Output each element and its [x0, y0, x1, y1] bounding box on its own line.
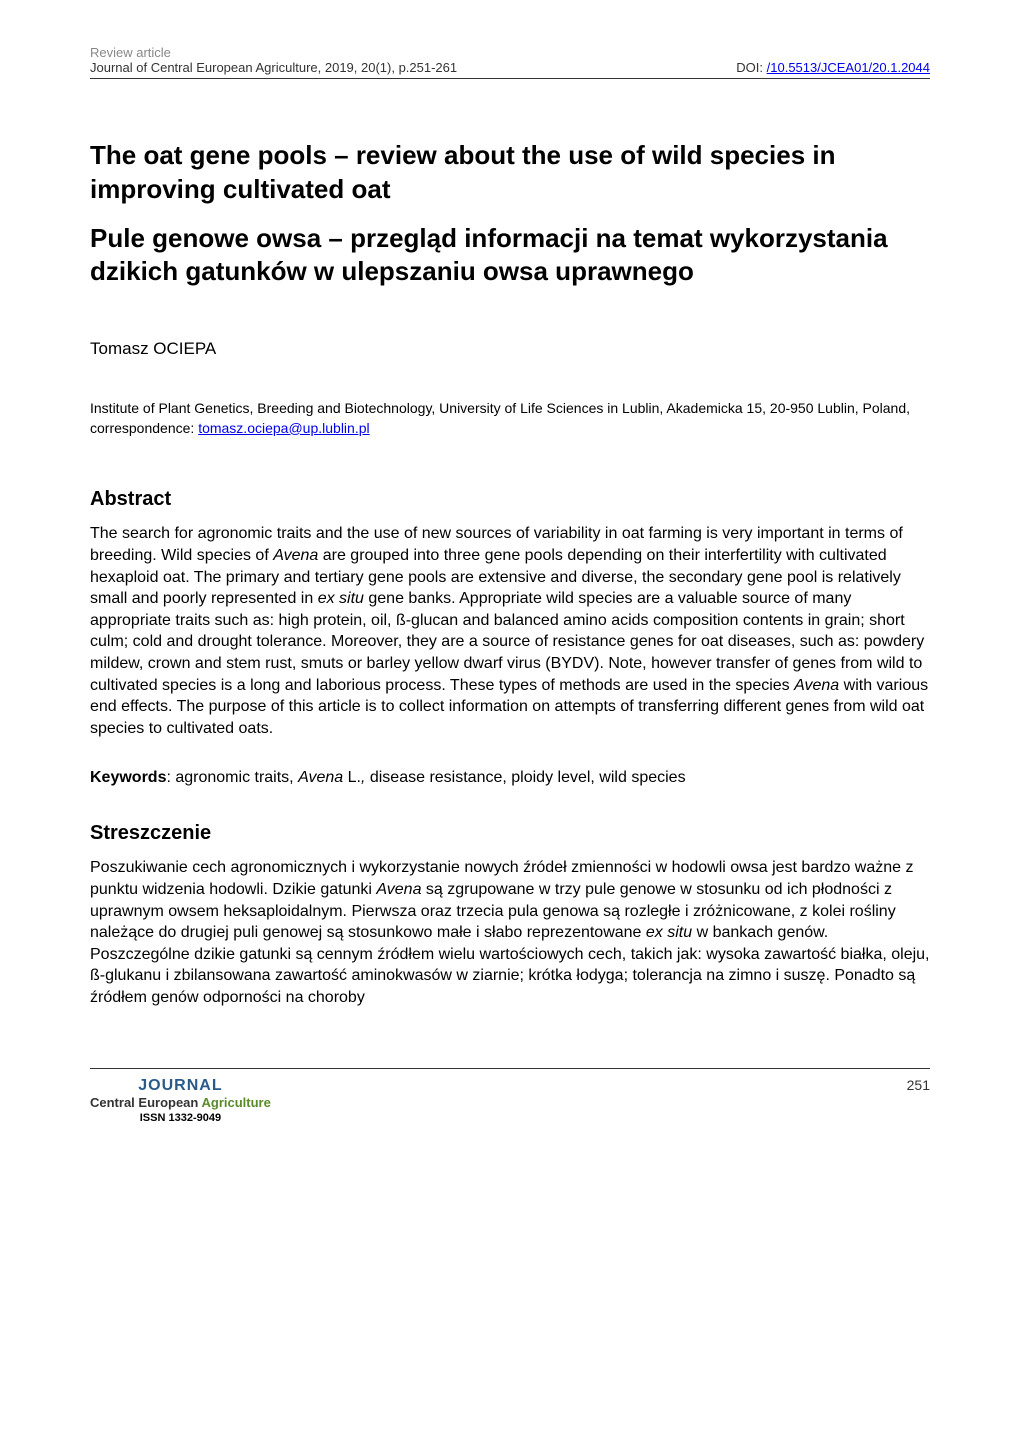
logo-line-part1: Central European — [90, 1095, 198, 1110]
page-header: Review article Journal of Central Europe… — [90, 45, 930, 79]
affiliation: Institute of Plant Genetics, Breeding an… — [90, 399, 930, 438]
title-polish: Pule genowe owsa – przegląd informacji n… — [90, 222, 930, 290]
streszczenie-heading: Streszczenie — [90, 822, 930, 845]
title-english: The oat gene pools – review about the us… — [90, 139, 930, 207]
logo-line-part2: Agriculture — [198, 1095, 270, 1110]
doi-label: DOI: — [736, 60, 766, 75]
abstract-text: The search for agronomic traits and the … — [90, 523, 930, 739]
article-type: Review article — [90, 45, 457, 60]
journal-info: Journal of Central European Agriculture,… — [90, 60, 457, 75]
email-link[interactable]: tomasz.ociepa@up.lublin.pl — [198, 420, 369, 436]
keywords: Keywords: agronomic traits, Avena L., di… — [90, 769, 930, 787]
streszczenie-text: Poszukiwanie cech agronomicznych i wykor… — [90, 857, 930, 1008]
logo-issn: ISSN 1332-9049 — [140, 1112, 221, 1124]
keywords-label: Keywords — [90, 769, 166, 786]
footer-logo: JOURNAL Central European Agriculture ISS… — [90, 1077, 271, 1124]
header-right: DOI: /10.5513/JCEA01/20.1.2044 — [736, 60, 930, 75]
doi-link[interactable]: /10.5513/JCEA01/20.1.2044 — [767, 60, 930, 75]
page-number: 251 — [907, 1077, 930, 1093]
keywords-text: : agronomic traits, Avena L., disease re… — [166, 769, 685, 786]
logo-journal-name: Central European Agriculture — [90, 1095, 271, 1110]
abstract-heading: Abstract — [90, 488, 930, 511]
page-footer: JOURNAL Central European Agriculture ISS… — [90, 1068, 930, 1124]
author-name: Tomasz OCIEPA — [90, 339, 930, 359]
logo-journal-word: JOURNAL — [138, 1077, 222, 1095]
header-left: Review article Journal of Central Europe… — [90, 45, 457, 75]
